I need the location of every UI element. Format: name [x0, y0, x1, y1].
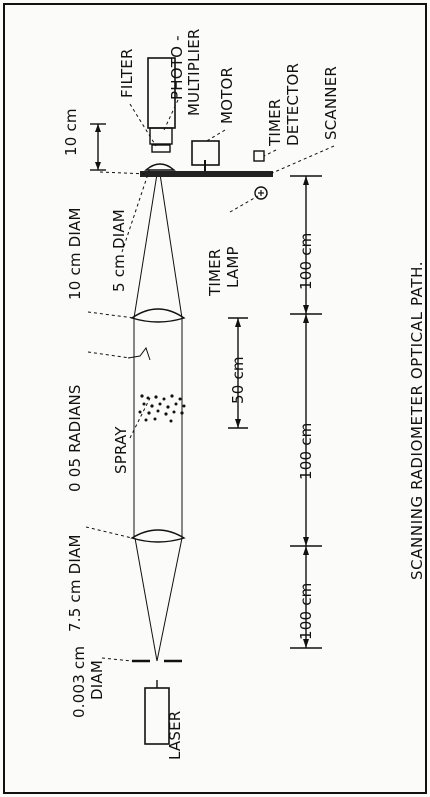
- lens-10cm: [130, 308, 186, 323]
- hundred-cm-top-label: 100 cm: [297, 233, 315, 290]
- beam-lower-right: [156, 537, 183, 662]
- fifty-cm-label: 50 cm: [229, 356, 247, 404]
- spray-label: SPRAY: [112, 426, 130, 474]
- timer-lamp-label-1: TIMER: [206, 249, 224, 297]
- timer-detector: [253, 150, 265, 162]
- photo-label: PHOTO -: [168, 35, 186, 100]
- multiplier-label: MULTIPLIER: [185, 28, 203, 116]
- spray-particles: [138, 394, 186, 423]
- laser-label: LASER: [166, 711, 184, 760]
- beam-lower-left: [134, 537, 158, 662]
- hundred-cm-mid-label: 100 cm: [297, 423, 315, 480]
- scatter-ray: [127, 346, 151, 361]
- leader-lines: [85, 99, 335, 662]
- timer-lamp-label-2: LAMP: [224, 246, 242, 288]
- timer-lamp: [254, 186, 268, 200]
- lens-7-5cm: [130, 529, 186, 543]
- beam-upper-left: [133, 173, 158, 319]
- hundred-cm-bot-label: 100 cm: [297, 583, 315, 640]
- seven-five-diam-label: 7.5 cm DIAM: [66, 534, 84, 632]
- motor: [191, 140, 220, 166]
- detector-label: DETECTOR: [284, 63, 302, 146]
- photomultiplier: [147, 57, 176, 129]
- beam-upper-right: [159, 173, 183, 319]
- diagram-caption: SCANNING RADIOMETER OPTICAL PATH.: [408, 261, 426, 580]
- border: [3, 3, 427, 794]
- timer-label: TIMER: [266, 99, 284, 147]
- scanner-disk: [140, 171, 273, 177]
- ten-cm-diam-label: 10 cm DIAM: [66, 207, 84, 300]
- filter-element: [151, 144, 171, 153]
- five-cm-diam-label: 5 cm DIAM: [110, 209, 128, 292]
- aperture-label-1: 0.003 cm: [70, 646, 88, 718]
- motor-label: MOTOR: [218, 67, 236, 124]
- scanner-label: SCANNER: [322, 66, 340, 140]
- aperture-label-2: DIAM: [88, 660, 106, 700]
- ten-cm-label: 10 cm: [62, 108, 80, 156]
- lens-5cm: [144, 163, 176, 171]
- radians-label: 0 05 RADIANS: [66, 384, 84, 492]
- filter-label: FILTER: [118, 48, 136, 98]
